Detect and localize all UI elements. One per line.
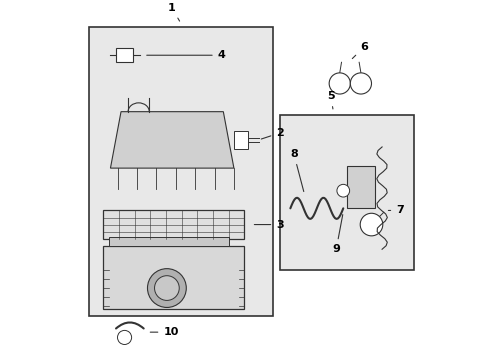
Bar (346, 166, 374, 208)
Circle shape (117, 330, 131, 345)
Text: 10: 10 (150, 327, 179, 337)
Bar (279, 115, 413, 270)
Text: 5: 5 (326, 91, 334, 109)
Bar (103, 211, 244, 239)
Text: 6: 6 (351, 42, 367, 59)
Text: 8: 8 (289, 149, 303, 192)
Text: 9: 9 (332, 215, 342, 254)
Text: 4: 4 (146, 50, 225, 60)
Bar (103, 246, 244, 309)
Text: 7: 7 (387, 206, 403, 215)
Circle shape (336, 184, 349, 197)
Text: 3: 3 (254, 220, 284, 230)
Text: 2: 2 (261, 128, 284, 139)
Text: 1: 1 (167, 3, 179, 21)
Polygon shape (110, 112, 233, 168)
Circle shape (147, 269, 186, 307)
Bar (233, 131, 247, 149)
Bar (108, 237, 228, 246)
Bar (89, 27, 272, 316)
FancyArrowPatch shape (116, 323, 143, 328)
Circle shape (328, 73, 349, 94)
Bar (116, 48, 133, 62)
Circle shape (360, 213, 382, 236)
Circle shape (349, 73, 371, 94)
Circle shape (154, 276, 179, 300)
